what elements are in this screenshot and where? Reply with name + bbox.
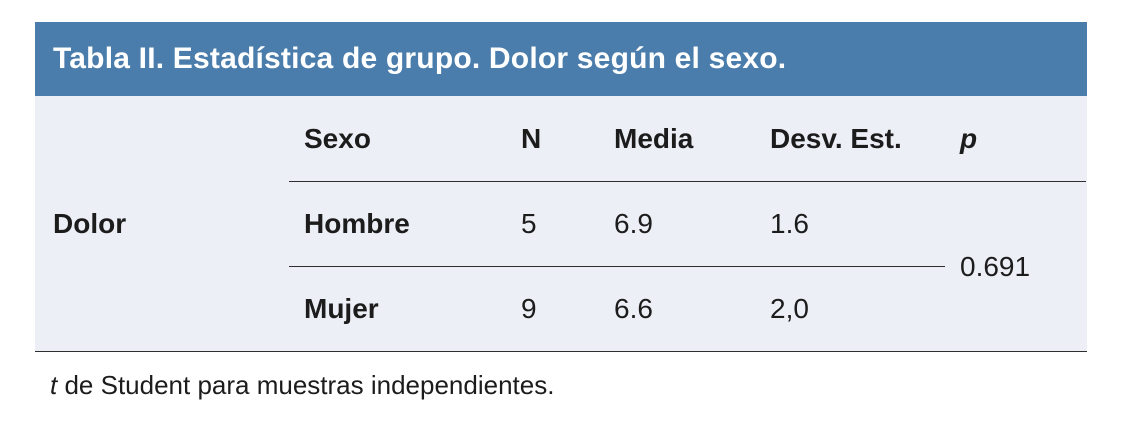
statistics-table: Tabla II. Estadística de grupo. Dolor se… [35,22,1087,352]
cell-desv-mujer: 2,0 [770,293,809,324]
cell-sexo-hombre: Hombre [304,207,410,239]
table-title-bar: Tabla II. Estadística de grupo. Dolor se… [35,22,1087,96]
row-divider-line [289,266,945,267]
table-footnote: t de Student para muestras independiente… [50,370,554,401]
cell-sexo-mujer: Mujer [304,293,379,324]
column-header-sexo: Sexo [304,122,371,154]
table-header-row: Sexo N Media Desv. Est. p [35,96,1087,181]
footnote-t-symbol: t [50,370,58,400]
cell-n-mujer: 9 [521,293,537,324]
footnote-text: de Student para muestras independientes. [57,370,555,400]
column-header-n: N [521,122,542,154]
table-row-hombre: Dolor Hombre 5 6.9 1.6 [35,181,1087,266]
column-header-p: p [960,122,978,154]
table-row-mujer: Mujer 9 6.6 2,0 [35,266,1087,352]
cell-n-hombre: 5 [521,207,537,239]
table-title: Tabla II. Estadística de grupo. Dolor se… [53,42,787,75]
cell-media-mujer: 6.6 [614,293,653,324]
cell-desv-hombre: 1.6 [770,207,809,239]
cell-media-hombre: 6.9 [614,207,653,239]
column-header-media: Media [614,122,694,154]
row-group-label-dolor: Dolor [53,207,127,239]
column-header-desv-est: Desv. Est. [770,122,902,154]
table-body: Sexo N Media Desv. Est. p Dolor Hombre 5… [35,96,1087,352]
table-bottom-line [35,351,1087,352]
cell-p-value: 0.691 [960,251,1031,282]
header-rule-line [289,181,1086,182]
